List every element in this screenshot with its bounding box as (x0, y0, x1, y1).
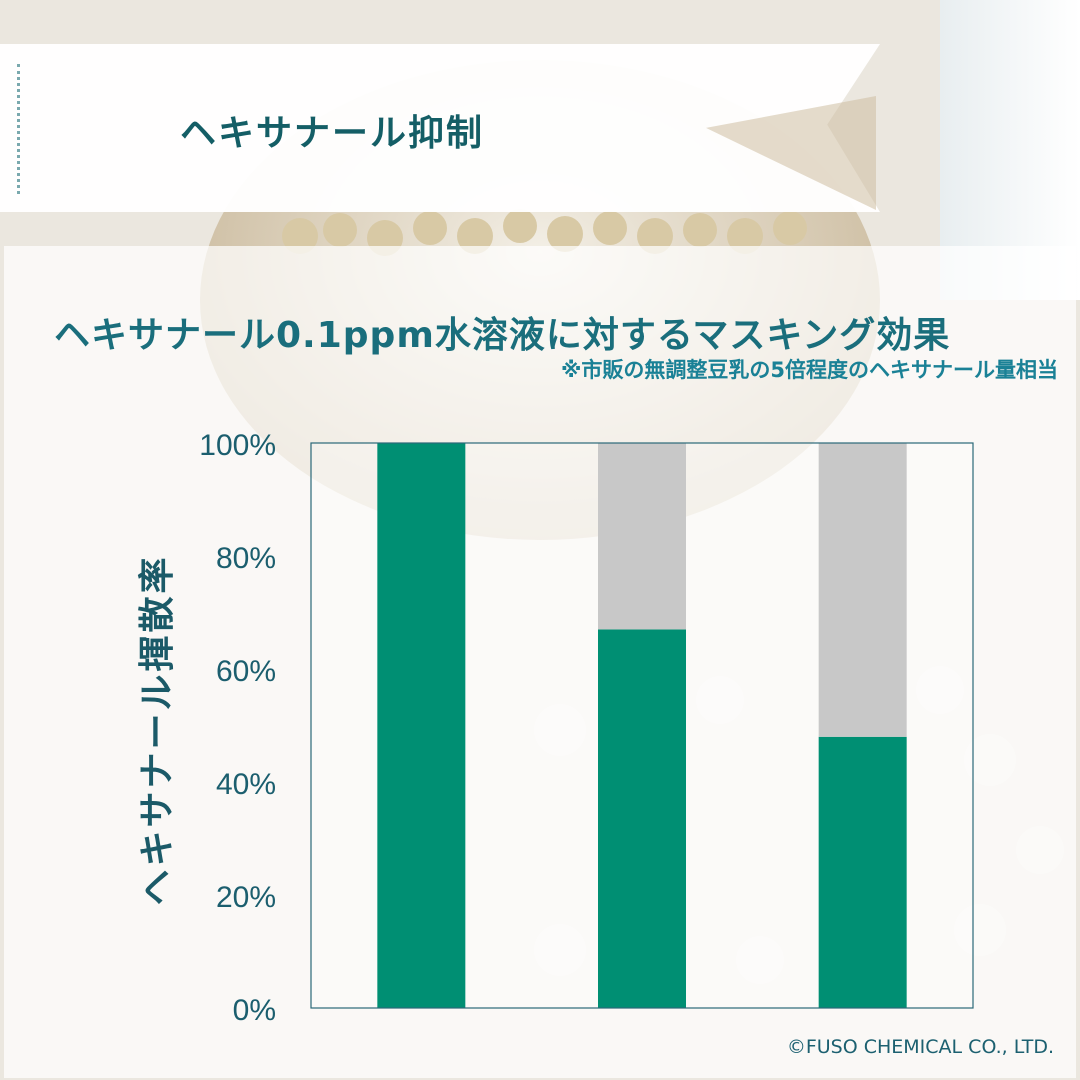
y-tick-label: 80% (216, 542, 276, 575)
dotted-divider (17, 64, 20, 194)
y-tick-label: 40% (216, 768, 276, 801)
page-title: ヘキサナール抑制 (180, 113, 485, 154)
y-tick-label: 100% (199, 429, 276, 462)
y-tick-label: 60% (216, 655, 276, 688)
copyright-text: ©FUSO CHEMICAL CO., LTD. (786, 1036, 1054, 1058)
bar-volatilization-3 (818, 736, 907, 1008)
bar-volatilization-2 (598, 629, 686, 1008)
chart-title: ヘキサナール0.1ppm水溶液に対するマスキング効果 (54, 315, 951, 356)
bar-remainder-2 (598, 443, 686, 630)
y-tick-label: 20% (216, 881, 276, 914)
bar-remainder-3 (818, 443, 907, 737)
plot-frame (310, 442, 974, 1009)
bar-volatilization-1 (377, 443, 466, 1008)
chart-subtitle: ※市販の無調整豆乳の5倍程度のヘキサナール量相当 (560, 358, 1058, 382)
y-tick-label: 0% (233, 994, 276, 1027)
